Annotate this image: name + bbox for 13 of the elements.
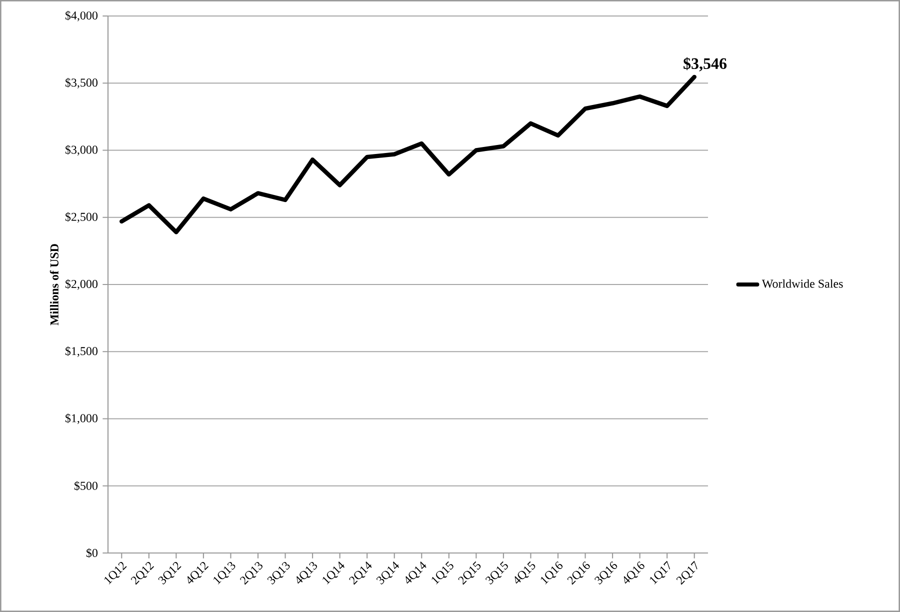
y-tick-label: $500 (74, 481, 98, 491)
y-tick-label: $3,000 (65, 144, 98, 156)
data-label: $3,546 (684, 57, 727, 72)
y-tick-label: $0 (86, 548, 98, 558)
y-tick-label: $3,500 (65, 78, 98, 88)
y-axis-title: Millions of USD (50, 244, 58, 326)
y-tick-label: $4,000 (65, 10, 98, 22)
legend-label: Worldwide Sales (762, 279, 843, 288)
y-tick-label: $2,500 (65, 212, 98, 223)
line-series (120, 74, 696, 234)
y-tick-label: $1,500 (65, 346, 98, 357)
y-tick-label: $2,000 (65, 279, 98, 290)
y-tick-label: $1,000 (65, 413, 98, 424)
